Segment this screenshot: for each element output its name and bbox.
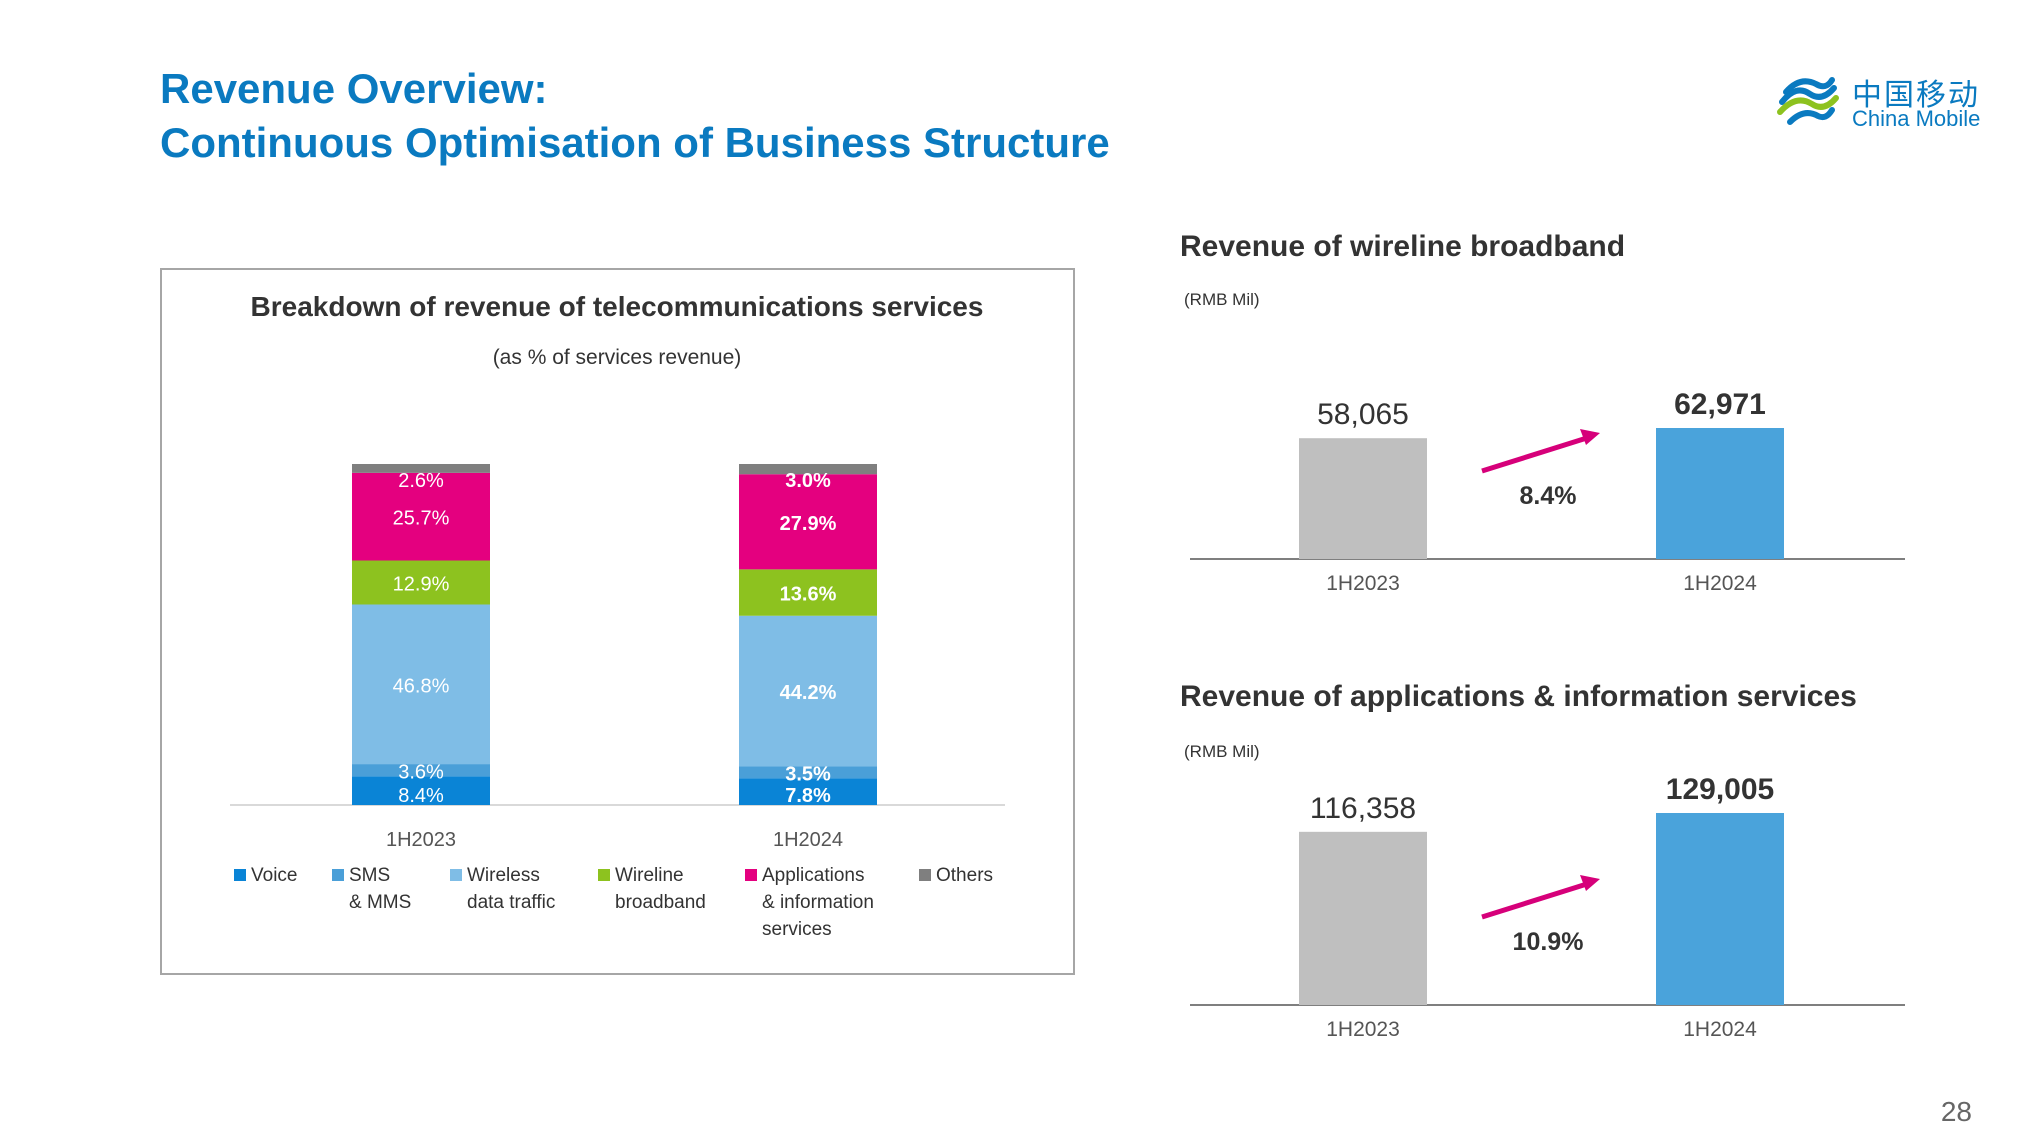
bar-segment-wireless-data-1h2023	[352, 604, 490, 765]
wireline-growth-label: 8.4%	[1520, 482, 1577, 510]
bar-segment-voice-1h2023	[352, 776, 490, 805]
legend-label-applications: & information	[762, 892, 874, 913]
bar-segment-others-1h2024	[739, 464, 877, 475]
legend-label-others: Others	[936, 865, 993, 886]
data-label-voice-1h2023: 8.4%	[398, 785, 444, 807]
wireline-growth-arrow	[1481, 434, 1591, 474]
bar-segment-applications-1h2023	[352, 472, 490, 561]
data-label-applications-1h2023: 25.7%	[393, 508, 450, 530]
wireline-chart-unit: (RMB Mil)	[1184, 290, 1260, 309]
data-label-wireline-broadband-1h2023: 12.9%	[393, 573, 450, 595]
legend-label-wireless-data: Wireless	[467, 865, 540, 886]
applications-x-tick-1h2024: 1H2024	[1683, 1018, 1757, 1041]
legend-label-wireline-broadband: broadband	[615, 892, 706, 913]
applications-chart-title: Revenue of applications & information se…	[1180, 680, 1857, 713]
bar-segment-voice-1h2024	[739, 778, 877, 805]
applications-bar-1h2024	[1656, 813, 1784, 1005]
legend-swatch-applications	[745, 869, 757, 881]
data-label-wireless-data-1h2024: 44.2%	[780, 682, 837, 704]
applications-value-label-1h2024: 129,005	[1666, 773, 1774, 806]
bar-segment-wireline-broadband-1h2023	[352, 560, 490, 605]
data-label-wireline-broadband-1h2024: 13.6%	[780, 584, 837, 606]
wireline-revenue-chart: 58,065 1H2023 62,971 1H2024 8.4%	[1190, 388, 1905, 595]
logo-chinese-text: 中国移动	[1852, 78, 1980, 113]
bar-segment-sms-mms-1h2023	[352, 764, 490, 777]
legend-swatch-voice	[234, 869, 246, 881]
applications-growth-arrowhead	[1580, 875, 1600, 891]
applications-x-tick-1h2023: 1H2023	[1326, 1018, 1400, 1041]
legend-swatch-sms-mms	[332, 869, 344, 881]
bar-segment-others-1h2023	[352, 464, 490, 473]
legend-label-wireless-data: data traffic	[467, 892, 555, 913]
legend-label-applications: Applications	[762, 865, 864, 886]
data-label-sms-mms-1h2023: 3.6%	[398, 761, 444, 783]
bar-segment-wireless-data-1h2024	[739, 615, 877, 767]
legend-label-sms-mms: SMS	[349, 865, 390, 886]
logo-english-text: China Mobile	[1852, 106, 1981, 131]
applications-value-label-1h2023: 116,358	[1310, 792, 1416, 825]
breakdown-chart-subtitle: (as % of services revenue)	[493, 346, 742, 369]
legend-label-applications: services	[762, 919, 832, 940]
wireline-bar-1h2024	[1656, 428, 1784, 559]
legend-swatch-wireline-broadband	[598, 869, 610, 881]
wireline-bar-1h2023	[1299, 438, 1427, 559]
wireline-chart-title: Revenue of wireline broadband	[1180, 230, 1626, 263]
applications-revenue-chart: 116,358 1H2023 129,005 1H2024 10.9%	[1190, 773, 1905, 1041]
applications-growth-label: 10.9%	[1513, 928, 1584, 956]
legend-label-sms-mms: & MMS	[349, 892, 411, 913]
data-label-applications-1h2024: 27.9%	[780, 513, 837, 535]
wireline-value-label-1h2023: 58,065	[1317, 398, 1409, 431]
data-label-sms-mms-1h2024: 3.5%	[785, 763, 831, 785]
bar-segment-applications-1h2024	[739, 474, 877, 570]
breakdown-chart-title: Breakdown of revenue of telecommunicatio…	[251, 291, 984, 322]
wireline-value-label-1h2024: 62,971	[1674, 388, 1766, 421]
x-tick-label-1h2023: 1H2023	[386, 829, 456, 851]
telecom-breakdown-chart: Breakdown of revenue of telecommunicatio…	[230, 291, 1005, 940]
page-title-line2: Continuous Optimisation of Business Stru…	[160, 119, 1110, 166]
page-title: Revenue Overview: Continuous Optimisatio…	[160, 62, 1110, 170]
data-label-others-1h2024: 3.0%	[785, 470, 831, 492]
bar-segment-sms-mms-1h2024	[739, 766, 877, 779]
bar-segment-wireline-broadband-1h2024	[739, 569, 877, 616]
applications-growth-arrow	[1481, 880, 1591, 920]
applications-chart-unit: (RMB Mil)	[1184, 742, 1260, 761]
company-logo: 中国移动 China Mobile	[1772, 64, 2002, 136]
data-label-voice-1h2024: 7.8%	[785, 785, 831, 807]
wireline-x-tick-1h2024: 1H2024	[1683, 572, 1757, 595]
telecom-breakdown-panel: Breakdown of revenue of telecommunicatio…	[160, 268, 1075, 975]
wireline-growth-arrowhead	[1580, 429, 1600, 445]
data-label-others-1h2023: 2.6%	[398, 470, 444, 492]
legend-swatch-others	[919, 869, 931, 881]
legend-swatch-wireless-data	[450, 869, 462, 881]
legend-label-wireline-broadband: Wireline	[615, 865, 684, 886]
china-mobile-logo-icon	[1777, 77, 1839, 125]
page-number: 28	[1940, 1096, 1972, 1127]
applications-bar-1h2023	[1299, 831, 1427, 1005]
x-tick-label-1h2024: 1H2024	[773, 829, 843, 851]
wireline-x-tick-1h2023: 1H2023	[1326, 572, 1400, 595]
page-title-line1: Revenue Overview:	[160, 65, 548, 112]
legend-label-voice: Voice	[251, 865, 297, 886]
data-label-wireless-data-1h2023: 46.8%	[393, 675, 450, 697]
